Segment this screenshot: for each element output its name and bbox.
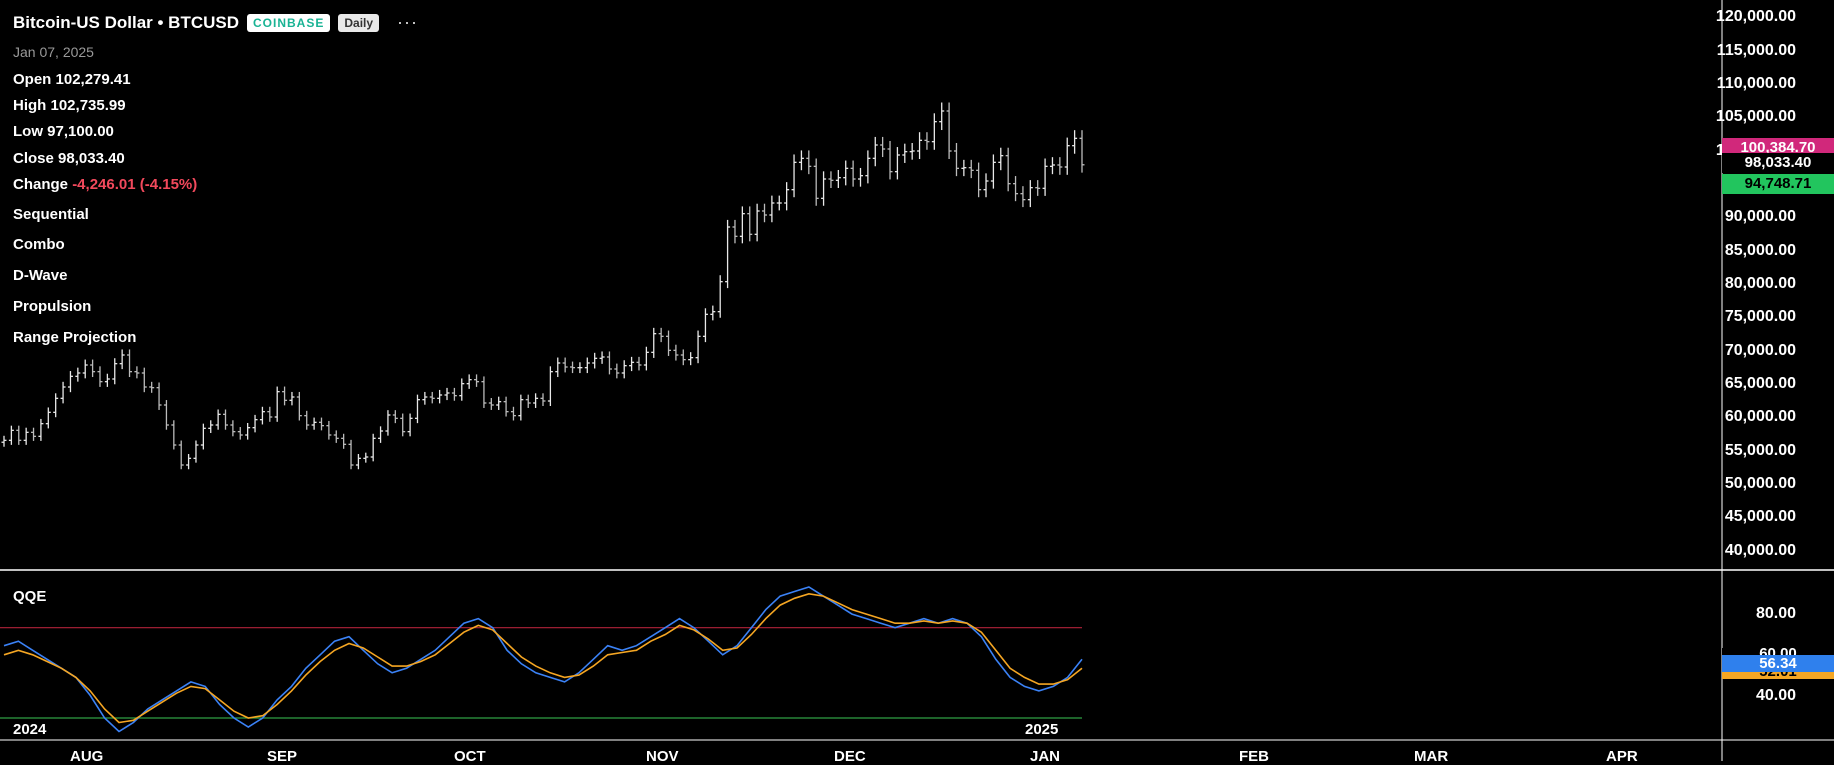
month-jan: JAN (1030, 748, 1061, 765)
close-value: 98,033.40 (58, 150, 125, 167)
month-apr: APR (1606, 748, 1638, 765)
last-price-marker: 98,033.40 (1722, 153, 1834, 173)
month-mar: MAR (1414, 748, 1449, 765)
bar-date: Jan 07, 2025 (13, 44, 94, 60)
close-row: Close 98,033.40 (13, 150, 125, 167)
year-label-2025: 2025 (1025, 721, 1059, 738)
month-nov: NOV (646, 748, 679, 765)
price-tick-label: 60,000.00 (1724, 408, 1796, 426)
price-tick-label: 45,000.00 (1724, 508, 1796, 526)
qqe-tick-80: 80.00 (1755, 605, 1796, 622)
price-tick-label: 110,000.00 (1716, 75, 1796, 92)
price-tick-label: 90,000.00 (1724, 208, 1796, 226)
open-value: 102,279.41 (55, 71, 131, 88)
change-value: -4,246.01 (-4.15%) (72, 176, 198, 193)
open-row: Open 102,279.41 (13, 71, 131, 88)
qqe-pane-label[interactable]: QQE (13, 588, 47, 605)
price-tick-label: 40,000.00 (1724, 541, 1796, 559)
close-label: Close (13, 150, 54, 167)
price-tick-label: 80,000.00 (1724, 275, 1796, 292)
price-tick-label: 50,000.00 (1724, 475, 1796, 492)
qqe-fast-line (3, 586, 1083, 733)
low-label: Low (13, 123, 43, 140)
month-feb: FEB (1239, 748, 1269, 765)
change-row: Change -4,246.01 (-4.15%) (13, 176, 197, 193)
price-tick-label: 105,000.00 (1715, 108, 1796, 126)
year-label-2024: 2024 (13, 721, 47, 738)
price-tick-label: 120,000.00 (1715, 8, 1796, 26)
lower-price-marker: 94,748.71 (1722, 174, 1834, 194)
price-tick-label: 70,000.00 (1724, 341, 1796, 359)
month-sep: SEP (267, 748, 298, 765)
symbol-header: Bitcoin-US Dollar • BTCUSD COINBASE Dail… (13, 12, 418, 33)
open-label: Open (13, 71, 52, 88)
month-oct: OCT (454, 748, 486, 765)
price-tick-label: 115,000.00 (1716, 41, 1796, 59)
month-aug: AUG (70, 748, 104, 765)
indicator-propulsion[interactable]: Propulsion (13, 298, 92, 315)
indicator-dwave[interactable]: D-Wave (13, 267, 68, 284)
month-dec: DEC (834, 748, 866, 765)
price-tick-label: 85,000.00 (1724, 241, 1796, 259)
low-value: 97,100.00 (47, 123, 114, 140)
indicator-sequential[interactable]: Sequential (13, 206, 89, 223)
high-value: 102,735.99 (50, 97, 126, 114)
interval-badge[interactable]: Daily (338, 13, 380, 32)
price-tick-label: 65,000.00 (1724, 375, 1796, 392)
low-row: Low 97,100.00 (13, 123, 114, 140)
high-row: High 102,735.99 (13, 97, 126, 114)
price-tick-label: 75,000.00 (1724, 308, 1796, 326)
more-options-icon[interactable]: ··· (397, 12, 419, 32)
qqe-tick-40: 40.00 (1755, 687, 1796, 704)
symbol-title[interactable]: Bitcoin-US Dollar • BTCUSD (13, 12, 240, 32)
indicator-range-projection[interactable]: Range Projection (13, 329, 137, 346)
exchange-badge[interactable]: COINBASE (247, 13, 331, 32)
high-label: High (13, 97, 47, 114)
price-tick-label: 55,000.00 (1724, 441, 1796, 459)
indicator-combo[interactable]: Combo (13, 236, 65, 253)
change-label: Change (13, 176, 69, 193)
qqe-slow-line (3, 592, 1083, 724)
qqe-fast-marker: 56.34 (1722, 655, 1834, 672)
